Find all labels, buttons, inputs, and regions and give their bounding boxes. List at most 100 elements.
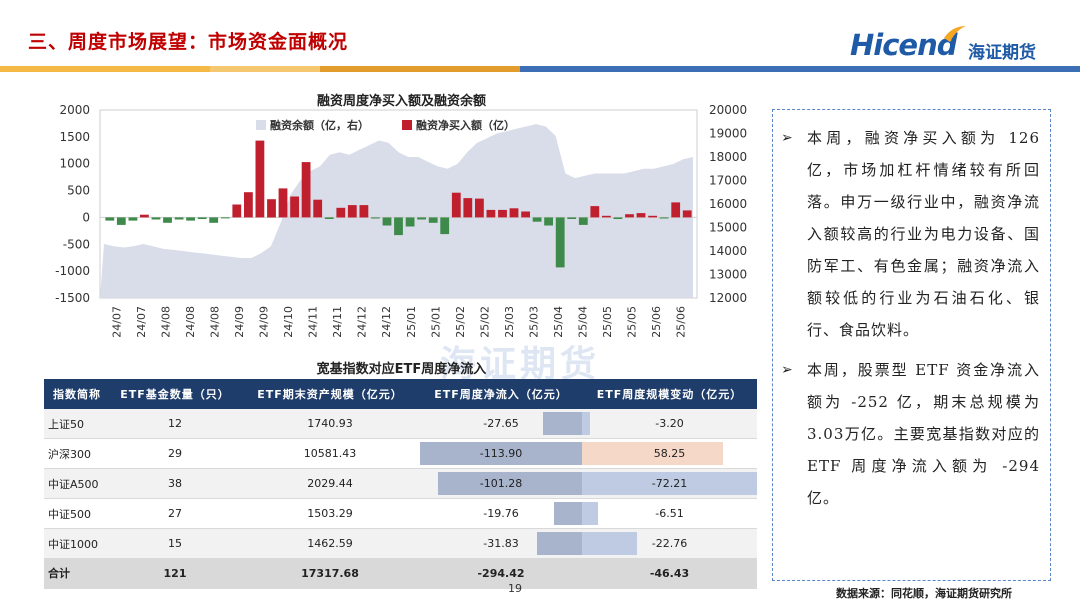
cell-aum: 17317.68 bbox=[240, 558, 420, 589]
col-header-name: 指数简称 bbox=[44, 379, 110, 409]
net-buy-bar bbox=[682, 210, 692, 218]
right-tick-label: 17000 bbox=[709, 174, 747, 188]
net-buy-bar bbox=[336, 207, 346, 218]
chg-bar bbox=[582, 442, 724, 465]
company-logo: Hicend 海证期货 bbox=[850, 24, 1060, 68]
net-buy-bar bbox=[313, 199, 323, 218]
net-buy-bar bbox=[659, 217, 669, 219]
cell-count: 15 bbox=[110, 528, 240, 559]
table-row: 中证A500 38 2029.44 -101.28 -72.21 bbox=[44, 468, 757, 499]
table-row: 中证1000 15 1462.59 -31.83 -22.76 bbox=[44, 528, 757, 559]
table-total-row: 合计 121 17317.68 -294.42 -46.43 bbox=[44, 558, 757, 589]
x-tick-label: 25/03 bbox=[503, 306, 516, 338]
net-buy-bar bbox=[440, 217, 450, 235]
etf-flow-table: 指数简称 ETF基金数量（只） ETF期末资产规模（亿元） ETF周度净流入（亿… bbox=[44, 379, 757, 589]
x-tick-label: 25/05 bbox=[601, 306, 614, 338]
chg-bar bbox=[582, 412, 590, 435]
flow-bar bbox=[437, 472, 582, 495]
net-buy-bar bbox=[509, 208, 519, 218]
arrow-bullet-icon: ➢ bbox=[781, 362, 794, 378]
x-tick-label: 25/01 bbox=[405, 306, 418, 338]
x-tick-label: 24/12 bbox=[356, 306, 369, 338]
chg-bar bbox=[582, 472, 757, 495]
cell-name: 上证50 bbox=[44, 409, 110, 439]
cell-chg-value: -6.51 bbox=[655, 507, 684, 520]
left-tick-label: 500 bbox=[67, 184, 90, 198]
x-tick-label: 25/01 bbox=[429, 306, 442, 338]
net-buy-bar bbox=[567, 217, 577, 219]
net-buy-bar bbox=[602, 215, 611, 218]
cell-chg-value: 58.25 bbox=[653, 447, 686, 460]
x-tick-label: 24/07 bbox=[110, 306, 123, 338]
net-buy-bar bbox=[590, 206, 600, 218]
net-buy-bar bbox=[232, 204, 242, 218]
net-buy-bar bbox=[174, 217, 184, 220]
arrow-bullet-icon: ➢ bbox=[781, 130, 794, 146]
net-buy-bar bbox=[451, 192, 461, 218]
flow-bar bbox=[536, 532, 582, 555]
net-buy-bar bbox=[636, 213, 646, 218]
net-buy-bar bbox=[209, 217, 219, 223]
cell-aum: 2029.44 bbox=[240, 468, 420, 499]
table-row: 中证500 27 1503.29 -19.76 -6.51 bbox=[44, 498, 757, 529]
cell-flow: -27.65 bbox=[420, 409, 582, 439]
commentary-item: ➢ 本周，股票型 ETF 资金净流入额为 -252 亿，期末总规模为 3.03万… bbox=[781, 354, 1040, 514]
net-buy-bar bbox=[140, 214, 149, 218]
right-tick-label: 20000 bbox=[709, 103, 747, 117]
net-buy-bar bbox=[625, 214, 634, 218]
net-buy-bar bbox=[267, 199, 276, 218]
net-buy-bar bbox=[671, 202, 681, 218]
net-buy-bar bbox=[359, 205, 369, 218]
right-tick-label: 12000 bbox=[709, 291, 747, 305]
cell-chg: 58.25 bbox=[582, 438, 757, 469]
net-buy-bar bbox=[186, 217, 195, 221]
cell-count: 12 bbox=[110, 409, 240, 439]
cell-chg-value: -22.76 bbox=[651, 537, 688, 550]
right-tick-label: 19000 bbox=[709, 127, 747, 141]
net-buy-bar bbox=[197, 217, 207, 219]
cell-count: 121 bbox=[110, 558, 240, 589]
flow-bar bbox=[420, 442, 582, 465]
table-row: 沪深300 29 10581.43 -113.90 58.25 bbox=[44, 438, 757, 469]
net-buy-bar bbox=[405, 217, 415, 227]
net-buy-bar bbox=[417, 217, 426, 220]
left-tick-label: -1000 bbox=[55, 264, 90, 278]
cell-flow: -113.90 bbox=[420, 438, 582, 469]
x-tick-label: 24/10 bbox=[282, 306, 295, 338]
cell-name: 合计 bbox=[44, 558, 110, 589]
net-buy-bar bbox=[163, 217, 172, 223]
chart-title: 融资周度净买入额及融资余额 bbox=[316, 94, 486, 109]
cell-chg: -6.51 bbox=[582, 498, 757, 529]
x-tick-label: 25/03 bbox=[528, 306, 541, 338]
cell-name: 中证A500 bbox=[44, 468, 110, 499]
x-tick-label: 25/04 bbox=[577, 306, 590, 338]
cell-flow: -294.42 bbox=[420, 558, 582, 589]
x-tick-label: 25/04 bbox=[552, 306, 565, 338]
net-buy-bar bbox=[105, 217, 115, 221]
cell-chg: -3.20 bbox=[582, 409, 757, 439]
legend-label-balance: 融资余额（亿，右） bbox=[270, 118, 369, 132]
flow-bar bbox=[542, 412, 582, 435]
logo-swoosh-icon bbox=[944, 26, 966, 42]
net-buy-bar bbox=[498, 209, 507, 218]
net-buy-bar bbox=[324, 217, 334, 219]
cell-aum: 10581.43 bbox=[240, 438, 420, 469]
col-header-count: ETF基金数量（只） bbox=[110, 379, 240, 409]
margin-chart: 融资周度净买入额及融资余额 2000 1500 1000 500 0 -500 -1000 -… bbox=[44, 90, 759, 350]
x-tick-label: 24/08 bbox=[184, 306, 197, 338]
right-tick-label: 15000 bbox=[709, 221, 747, 235]
cell-flow-value: -19.76 bbox=[483, 507, 519, 520]
x-tick-label: 24/11 bbox=[331, 306, 344, 338]
col-header-chg: ETF周度规模变动（亿元） bbox=[582, 379, 757, 409]
net-buy-bar bbox=[428, 217, 438, 223]
net-buy-bar bbox=[613, 217, 623, 219]
cell-flow-value: -101.28 bbox=[479, 477, 523, 490]
commentary-text-1: 本周，融资净买入额为 126 亿，市场加杠杆情绪较有所回落。申万一级行业中，融资… bbox=[807, 129, 1040, 339]
net-buy-bar bbox=[475, 198, 484, 218]
net-buy-bar bbox=[532, 217, 542, 222]
page-title: 三、周度市场展望：市场资金面概况 bbox=[28, 31, 349, 53]
logo-cn: 海证期货 bbox=[968, 43, 1036, 63]
watermark: 海证期货 bbox=[440, 344, 601, 385]
table-row: 上证50 12 1740.93 -27.65 -3.20 bbox=[44, 409, 757, 439]
flow-bar bbox=[553, 502, 582, 525]
